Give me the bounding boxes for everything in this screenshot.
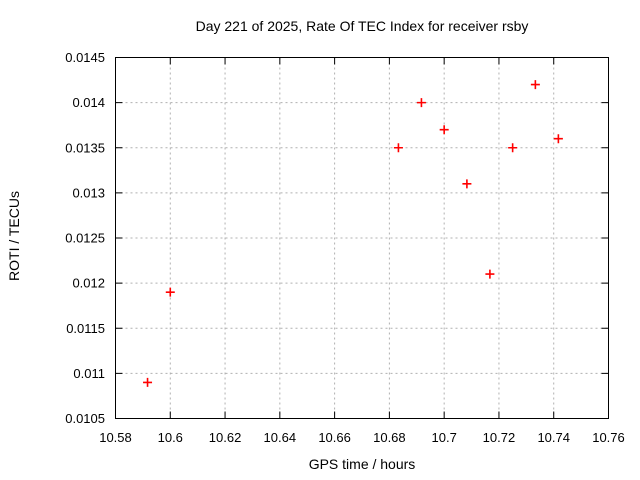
- data-point-marker: [485, 269, 495, 279]
- data-point-marker: [393, 143, 403, 153]
- data-point-marker: [553, 134, 563, 144]
- data-point-marker: [508, 143, 518, 153]
- y-tick-label: 0.0105: [65, 411, 105, 426]
- y-tick-label: 0.0115: [66, 321, 105, 336]
- x-tick-label: 10.6: [158, 430, 183, 445]
- y-tick-label: 0.014: [72, 95, 105, 110]
- x-tick-label: 10.74: [537, 430, 570, 445]
- y-tick-label: 0.011: [73, 366, 105, 381]
- y-tick-label: 0.013: [72, 185, 105, 200]
- x-tick-label: 10.66: [318, 430, 351, 445]
- x-tick-label: 10.62: [209, 430, 242, 445]
- x-axis-label: GPS time / hours: [308, 456, 416, 472]
- x-tick-label: 10.58: [99, 430, 132, 445]
- data-point-marker: [439, 125, 449, 135]
- data-point-marker: [143, 377, 153, 387]
- y-tick-label: 0.0135: [65, 140, 105, 155]
- x-tick-label: 10.7: [432, 430, 457, 445]
- data-point-marker: [416, 98, 426, 108]
- y-tick-label: 0.012: [72, 276, 105, 291]
- y-tick-label: 0.0125: [65, 231, 105, 246]
- x-tick-label: 10.64: [264, 430, 297, 445]
- chart-title: Day 221 of 2025, Rate Of TEC Index for r…: [195, 18, 529, 34]
- data-point-marker: [530, 80, 540, 90]
- data-point-marker: [462, 179, 472, 189]
- x-tick-label: 10.68: [373, 430, 406, 445]
- x-tick-label: 10.76: [592, 430, 625, 445]
- plot-border: [115, 57, 609, 419]
- data-point-marker: [165, 287, 175, 297]
- x-tick-label: 10.72: [483, 430, 516, 445]
- y-tick-label: 0.0145: [65, 50, 105, 65]
- y-axis-label: ROTI / TECUs: [6, 191, 22, 281]
